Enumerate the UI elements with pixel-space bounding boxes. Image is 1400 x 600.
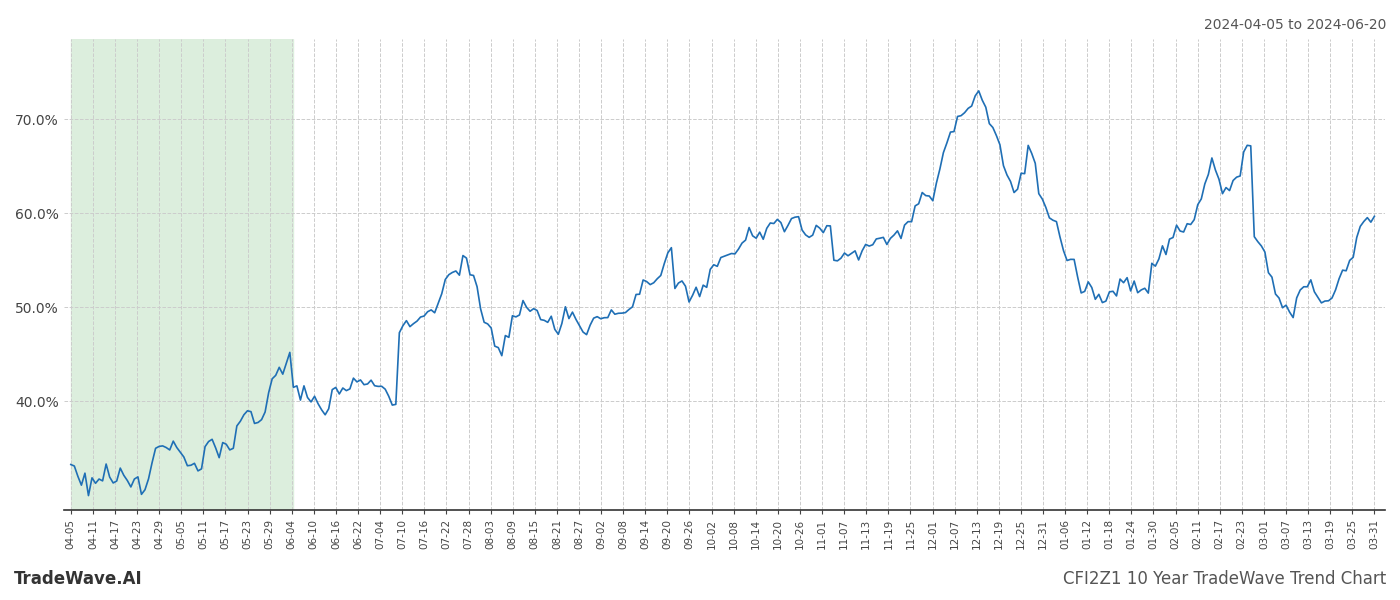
Text: 2024-04-05 to 2024-06-20: 2024-04-05 to 2024-06-20: [1204, 18, 1386, 32]
Text: TradeWave.AI: TradeWave.AI: [14, 570, 143, 588]
Text: CFI2Z1 10 Year TradeWave Trend Chart: CFI2Z1 10 Year TradeWave Trend Chart: [1063, 570, 1386, 588]
Bar: [71, 39, 294, 510]
